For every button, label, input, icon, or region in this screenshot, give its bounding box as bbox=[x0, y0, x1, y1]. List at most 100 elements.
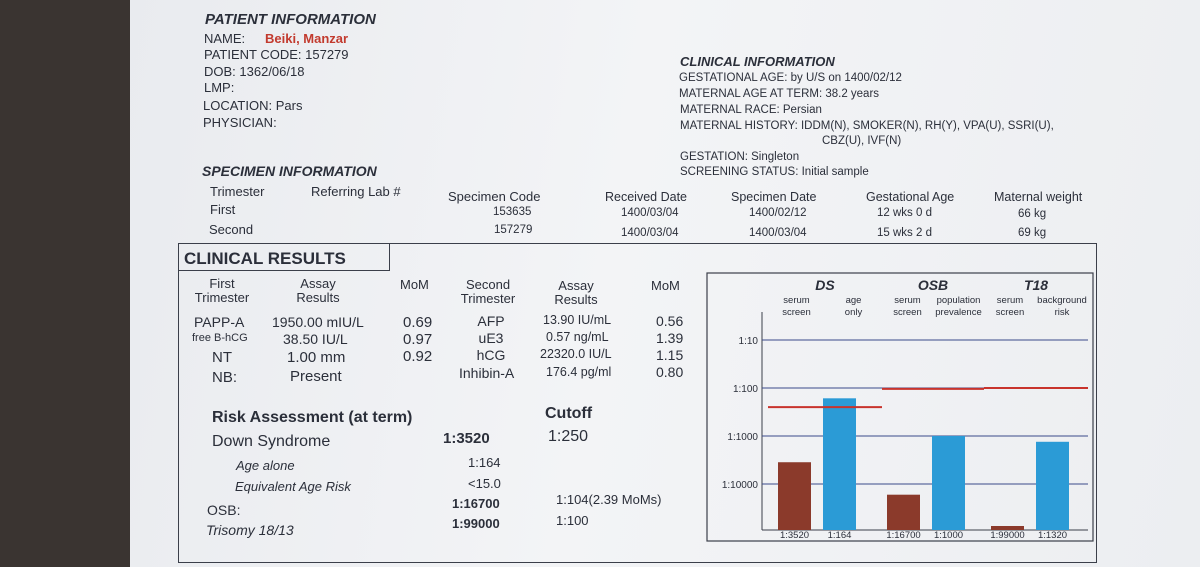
group-sub-label: population bbox=[937, 295, 981, 306]
specimen-row2-date: 1400/03/04 bbox=[749, 227, 807, 239]
osb-cutoff: 1:104(2.39 MoMs) bbox=[556, 492, 662, 507]
first-row-nb-name: NB: bbox=[212, 369, 238, 386]
group-sub-label: serum bbox=[894, 295, 920, 306]
clinical-history-cont: CBZ(U), IVF(N) bbox=[822, 135, 902, 147]
name-label: NAME: bbox=[204, 31, 246, 46]
second-mom-header: MoM bbox=[651, 278, 680, 293]
first-row-papp-name: PAPP-A bbox=[194, 314, 245, 330]
bar-label: 1:164 bbox=[828, 530, 852, 541]
chart-frame bbox=[706, 272, 1094, 542]
assay-header-line1: Assay bbox=[300, 276, 336, 291]
assay2-header-line1: Assay bbox=[558, 278, 594, 293]
risk-bar bbox=[823, 398, 856, 530]
patient-name: Beiki, Manzar bbox=[265, 31, 349, 46]
specimen-row2-weight: 69 kg bbox=[1018, 227, 1047, 239]
report-paper bbox=[130, 0, 1200, 567]
age-alone-value: 1:164 bbox=[468, 455, 501, 470]
first-trimester-header: First Trimester bbox=[192, 277, 252, 305]
y-tick-label: 1:10000 bbox=[722, 480, 759, 491]
first-mom-header: MoM bbox=[400, 277, 429, 292]
clinical-results-tab bbox=[178, 243, 390, 271]
trisomy-risk: 1:99000 bbox=[452, 516, 500, 531]
first-row-hcg-result: 38.50 IU/L bbox=[283, 331, 348, 347]
age-alone-label: Age alone bbox=[236, 458, 295, 473]
risk-bar bbox=[932, 436, 965, 530]
first-header-line1: First bbox=[209, 276, 235, 291]
second-row-afp-result: 13.90 IU/mL bbox=[543, 313, 612, 327]
bar-label: 1:99000 bbox=[990, 530, 1024, 541]
first-row-nt-result: 1.00 mm bbox=[287, 349, 346, 366]
specimen-row2-ga: 15 wks 2 d bbox=[877, 227, 932, 239]
bar-label: 1:1000 bbox=[934, 530, 963, 541]
specimen-col-trimester: Trimester bbox=[210, 184, 265, 199]
specimen-row1-weight: 66 kg bbox=[1018, 208, 1047, 220]
clinical-results-heading: CLINICAL RESULTS bbox=[184, 249, 346, 268]
second-assay-header: Assay Results bbox=[546, 279, 606, 307]
group-sub-label: screen bbox=[893, 307, 922, 318]
group-sub-label: serum bbox=[997, 295, 1023, 306]
first-row-papp-mom: 0.69 bbox=[403, 314, 433, 331]
group-heading: DS bbox=[815, 277, 835, 293]
group-sub-label: serum bbox=[783, 295, 809, 306]
group-sub-label: background bbox=[1037, 295, 1087, 306]
first-row-hcg-name: free B-hCG bbox=[192, 332, 248, 344]
bar-label: 1:1320 bbox=[1038, 530, 1067, 541]
second-row-hcg-name: hCG bbox=[476, 347, 506, 363]
cutoff-heading: Cutoff bbox=[545, 405, 593, 422]
group-sub-label: age bbox=[846, 295, 862, 306]
second-row-hcg-result: 22320.0 IU/L bbox=[540, 347, 612, 361]
second-header-line1: Second bbox=[465, 277, 511, 292]
y-tick-label: 1:10 bbox=[739, 336, 759, 347]
group-heading: OSB bbox=[918, 277, 948, 293]
second-row-hcg-mom: 1.15 bbox=[656, 347, 684, 363]
patient-location: LOCATION: Pars bbox=[203, 98, 303, 113]
group-sub-label: screen bbox=[782, 307, 811, 318]
specimen-col-date: Specimen Date bbox=[731, 190, 817, 204]
y-tick-label: 1:1000 bbox=[727, 432, 758, 443]
second-row-ue3-mom: 1.39 bbox=[656, 330, 684, 346]
specimen-col-code: Specimen Code bbox=[448, 189, 541, 204]
clinical-ga: GESTATIONAL AGE: by U/S on 1400/02/12 bbox=[679, 72, 902, 84]
second-row-inhibin-name: Inhibin-A bbox=[459, 365, 515, 381]
osb-label: OSB: bbox=[207, 502, 241, 518]
group-sub-label: risk bbox=[1055, 307, 1070, 318]
first-row-papp-result: 1950.00 mIU/L bbox=[272, 314, 364, 330]
specimen-row1-trimester: First bbox=[210, 202, 236, 217]
first-header-line2: Trimester bbox=[194, 290, 250, 305]
equivalent-age-value: <15.0 bbox=[468, 476, 501, 491]
clinical-history: MATERNAL HISTORY: IDDM(N), SMOKER(N), RH… bbox=[680, 120, 1054, 132]
clinical-results-box bbox=[178, 243, 1097, 563]
specimen-row1-code: 153635 bbox=[493, 206, 532, 218]
clinical-info-heading: CLINICAL INFORMATION bbox=[680, 54, 835, 69]
assay2-header-line2: Results bbox=[554, 292, 598, 307]
specimen-heading: SPECIMEN INFORMATION bbox=[202, 163, 377, 179]
second-row-ue3-name: uE3 bbox=[478, 330, 504, 346]
second-row-ue3-result: 0.57 ng/mL bbox=[546, 330, 609, 344]
second-row-afp-mom: 0.56 bbox=[656, 313, 684, 329]
patient-physician: PHYSICIAN: bbox=[203, 115, 277, 130]
risk-bar bbox=[778, 462, 811, 530]
patient-lmp: LMP: bbox=[204, 80, 235, 95]
specimen-row1-ga: 12 wks 0 d bbox=[877, 207, 932, 219]
specimen-row1-received: 1400/03/04 bbox=[621, 207, 679, 219]
trisomy-label: Trisomy 18/13 bbox=[206, 522, 294, 538]
specimen-row2-code: 157279 bbox=[494, 224, 533, 236]
clinical-screening: SCREENING STATUS: Initial sample bbox=[680, 166, 869, 178]
risk-bar bbox=[1036, 441, 1069, 530]
down-syndrome-label: Down Syndrome bbox=[212, 433, 331, 450]
risk-bar bbox=[991, 526, 1024, 530]
specimen-row1-date: 1400/02/12 bbox=[749, 207, 807, 219]
second-row-afp-name: AFP bbox=[477, 313, 505, 329]
down-syndrome-cutoff: 1:250 bbox=[548, 428, 589, 445]
second-header-line2: Trimester bbox=[460, 291, 516, 306]
first-row-nb-result: Present bbox=[290, 368, 342, 385]
specimen-col-lab: Referring Lab # bbox=[311, 184, 401, 199]
clinical-maternal-age: MATERNAL AGE AT TERM: 38.2 years bbox=[679, 88, 880, 100]
second-row-inhibin-mom: 0.80 bbox=[656, 364, 684, 380]
specimen-row2-received: 1400/03/04 bbox=[621, 227, 679, 239]
patient-code: PATIENT CODE: 157279 bbox=[204, 47, 349, 62]
specimen-col-received: Received Date bbox=[605, 190, 687, 204]
equivalent-age-label: Equivalent Age Risk bbox=[235, 479, 351, 494]
group-sub-label: prevalence bbox=[935, 307, 981, 318]
bar-label: 1:3520 bbox=[780, 530, 809, 541]
